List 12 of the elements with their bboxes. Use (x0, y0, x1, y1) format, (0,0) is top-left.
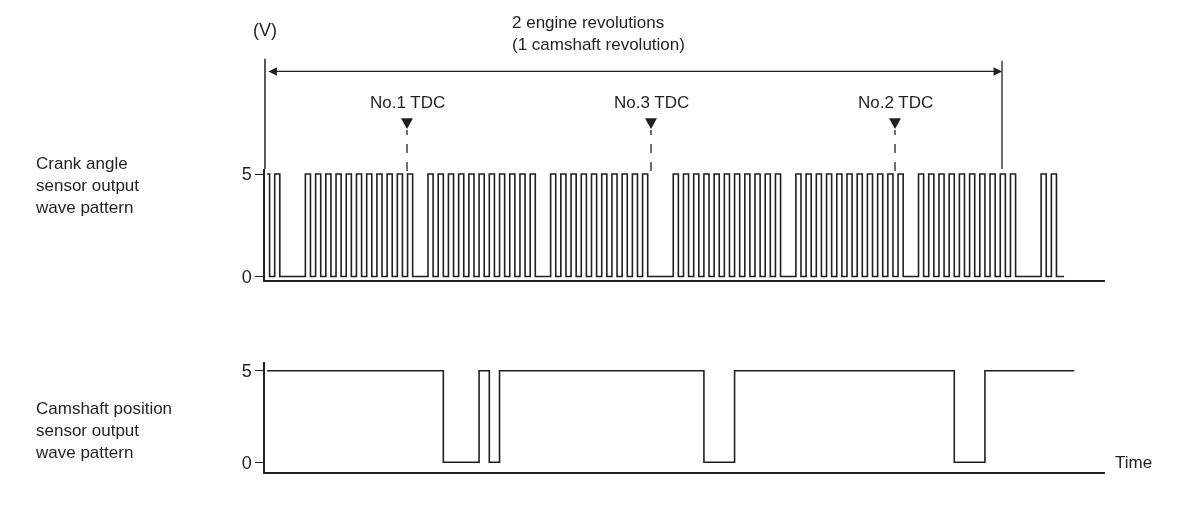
y-tick-label: 5 (241, 361, 252, 382)
y-axis-title: Camshaft position sensor output wave pattern (35, 399, 173, 463)
y-axis-title: Crank angle sensor output wave pattern (35, 154, 140, 218)
text: (V) (253, 20, 277, 40)
y-tick-label: 5 (241, 164, 252, 185)
y-tick-label: 0 (241, 266, 252, 287)
text: No.2 TDC (858, 93, 934, 112)
x-axis-title: Time (1115, 453, 1153, 472)
y-tick-label: 0 (241, 452, 252, 473)
text: 2 engine revolutions (1 camshaft revolution) (512, 13, 685, 55)
text: No.1 TDC (370, 93, 446, 112)
text: No.3 TDC (614, 93, 690, 112)
